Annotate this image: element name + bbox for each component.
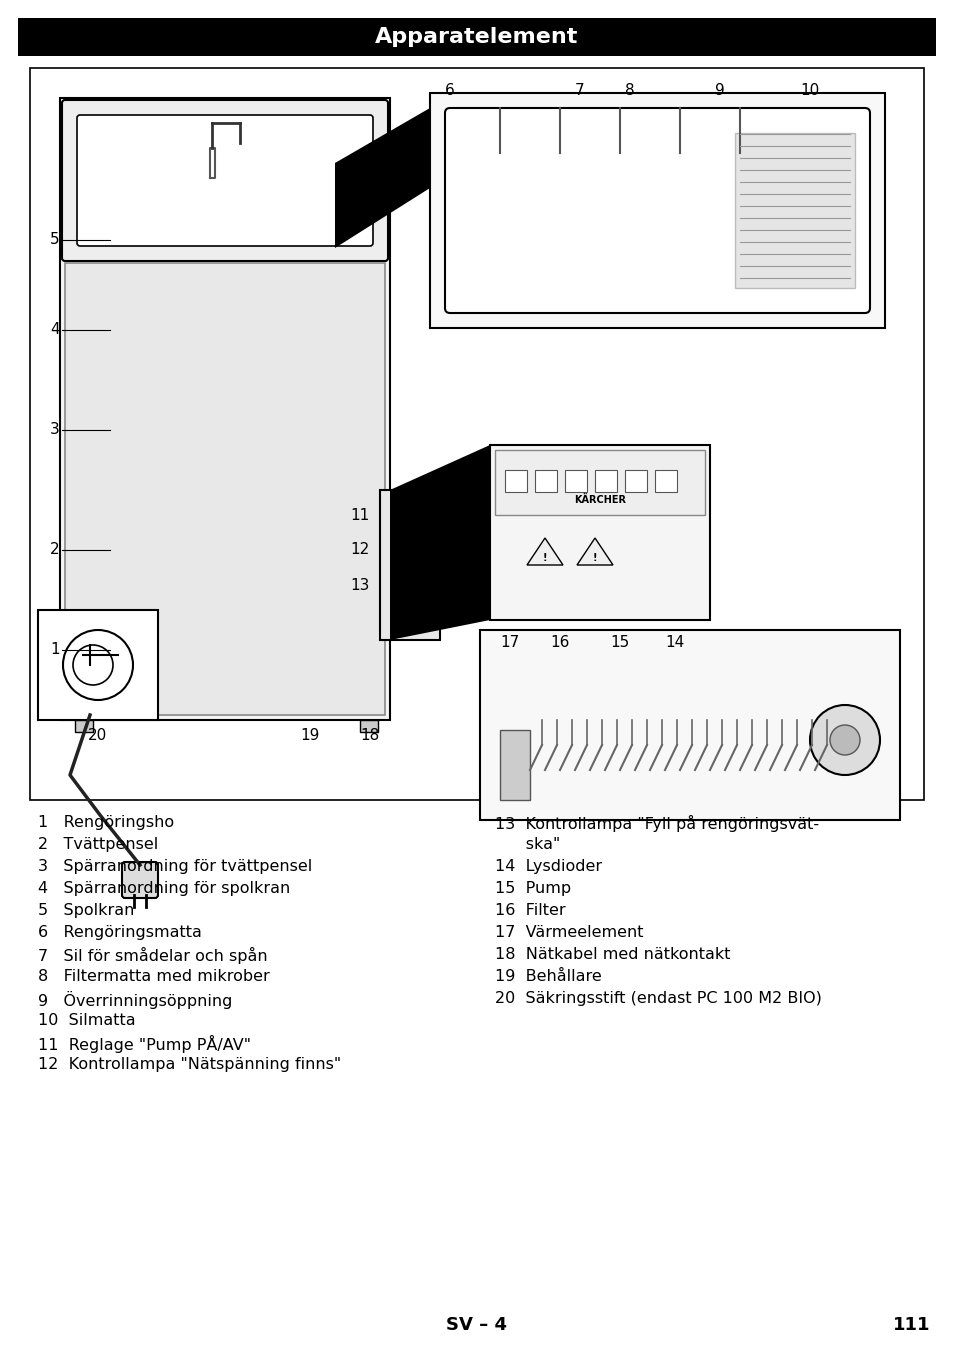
Text: 18  Nätkabel med nätkontakt: 18 Nätkabel med nätkontakt (495, 946, 730, 961)
Text: 13: 13 (351, 578, 370, 593)
FancyBboxPatch shape (444, 108, 869, 313)
Bar (75, 720, 92, 733)
Text: 3: 3 (51, 422, 60, 437)
Text: !: ! (592, 552, 597, 563)
Bar (379, 490, 439, 640)
Text: 19: 19 (300, 728, 319, 743)
Text: 20: 20 (89, 728, 108, 743)
Circle shape (809, 705, 879, 774)
Text: 11  Reglage "Pump PÅ/AV": 11 Reglage "Pump PÅ/AV" (38, 1034, 251, 1053)
Text: 14: 14 (664, 635, 684, 650)
Text: 5   Spolkran: 5 Spolkran (38, 903, 134, 918)
Bar (395, 580, 424, 600)
Text: 20  Säkringsstift (endast PC 100 M2 BIO): 20 Säkringsstift (endast PC 100 M2 BIO) (495, 991, 821, 1006)
Polygon shape (390, 445, 490, 640)
Text: KÄRCHER: KÄRCHER (574, 496, 625, 505)
Text: 17: 17 (500, 635, 519, 650)
Text: 9   Överrinningsöppning: 9 Överrinningsöppning (38, 991, 233, 1009)
Bar (38, 611, 158, 720)
Bar (535, 470, 557, 492)
Bar (734, 133, 854, 288)
Circle shape (403, 544, 416, 556)
Bar (624, 470, 646, 492)
Text: 1: 1 (51, 643, 60, 658)
Circle shape (63, 630, 132, 700)
Text: 16: 16 (550, 635, 569, 650)
Text: 12: 12 (351, 543, 370, 558)
Text: 111: 111 (892, 1316, 929, 1334)
FancyBboxPatch shape (77, 115, 373, 246)
Text: 4   Spärranordning för spolkran: 4 Spärranordning för spolkran (38, 881, 290, 896)
Bar (430, 93, 884, 328)
Circle shape (399, 505, 419, 525)
Text: 10  Silmatta: 10 Silmatta (38, 1013, 135, 1028)
Text: 5: 5 (51, 233, 60, 248)
Text: 19  Behållare: 19 Behållare (495, 969, 601, 984)
Text: 2: 2 (51, 543, 60, 558)
Text: 16  Filter: 16 Filter (495, 903, 565, 918)
FancyBboxPatch shape (18, 18, 935, 56)
Text: 12  Kontrollampa "Nätspänning finns": 12 Kontrollampa "Nätspänning finns" (38, 1057, 341, 1072)
Bar (655, 470, 677, 492)
Text: Apparatelement: Apparatelement (375, 27, 578, 47)
Text: 6: 6 (445, 83, 455, 97)
Text: !: ! (542, 552, 547, 563)
Text: 17  Värmeelement: 17 Värmeelement (495, 925, 643, 940)
Bar (490, 445, 709, 620)
Bar (595, 470, 617, 492)
Text: 7: 7 (575, 83, 584, 97)
Bar (65, 263, 385, 715)
Text: 8   Filtermatta med mikrober: 8 Filtermatta med mikrober (38, 969, 270, 984)
Bar (495, 450, 704, 515)
Text: SV – 4: SV – 4 (446, 1316, 507, 1334)
Bar (30, 68, 923, 800)
Text: 15: 15 (610, 635, 629, 650)
Text: 9: 9 (715, 83, 724, 97)
Text: 8: 8 (624, 83, 634, 97)
Bar (60, 97, 390, 720)
Text: 1   Rengöringsho: 1 Rengöringsho (38, 815, 174, 830)
Bar (499, 730, 530, 800)
Text: 3   Spärranordning för tvättpensel: 3 Spärranordning för tvättpensel (38, 858, 312, 873)
Polygon shape (577, 538, 613, 565)
Text: 7   Sil för smådelar och spån: 7 Sil för smådelar och spån (38, 946, 268, 964)
Text: 15  Pump: 15 Pump (495, 881, 571, 896)
Bar (504, 470, 526, 492)
Text: 6   Rengöringsmatta: 6 Rengöringsmatta (38, 925, 202, 940)
Text: 11: 11 (351, 508, 370, 523)
FancyBboxPatch shape (62, 100, 388, 261)
Text: 4: 4 (51, 322, 60, 337)
Text: ska": ska" (495, 837, 559, 852)
Text: 13  Kontrollampa "Fyll på rengöringsvät-: 13 Kontrollampa "Fyll på rengöringsvät- (495, 815, 819, 831)
Circle shape (829, 724, 859, 756)
Text: 14  Lysdioder: 14 Lysdioder (495, 858, 601, 873)
FancyBboxPatch shape (122, 862, 158, 898)
Bar (564, 470, 586, 492)
Bar (359, 720, 377, 733)
Text: 2   Tvättpensel: 2 Tvättpensel (38, 837, 158, 852)
Text: 18: 18 (360, 728, 379, 743)
Bar (479, 630, 899, 821)
Polygon shape (335, 108, 430, 248)
Polygon shape (526, 538, 562, 565)
Circle shape (73, 645, 112, 685)
Text: 10: 10 (800, 83, 819, 97)
